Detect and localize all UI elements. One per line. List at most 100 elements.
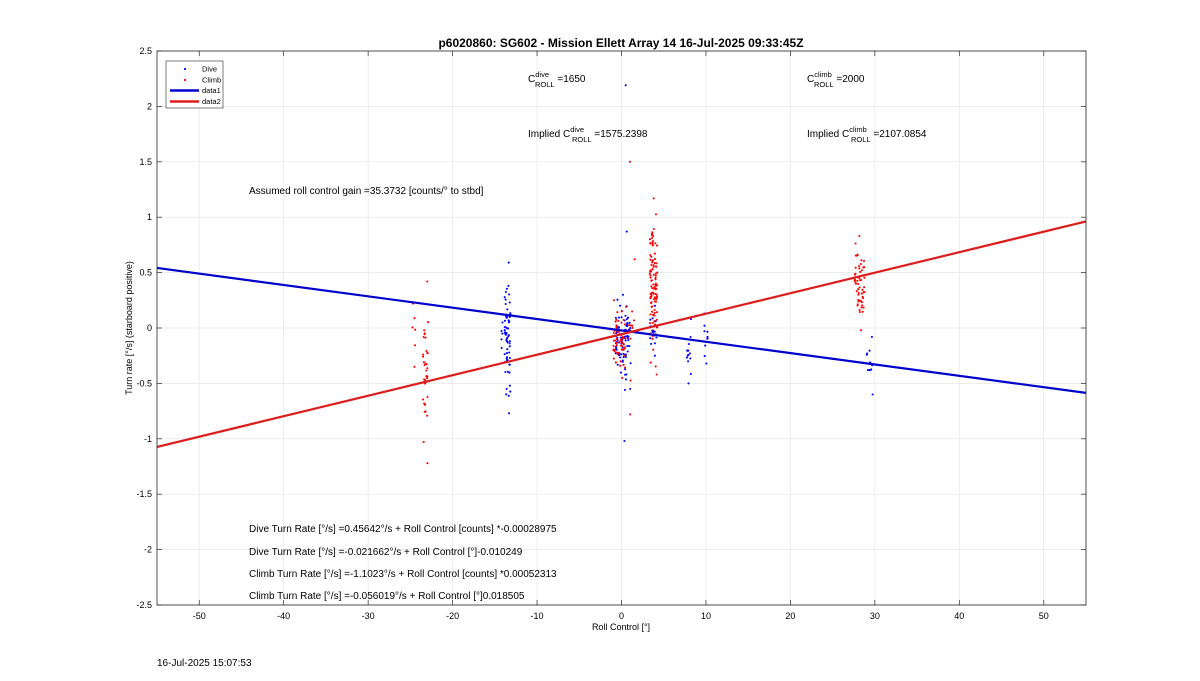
climb-point — [414, 328, 417, 331]
dive-point — [870, 335, 873, 338]
climb-point — [620, 345, 624, 348]
climb-point — [422, 355, 425, 358]
dive-point — [505, 387, 508, 391]
climb-point — [422, 398, 425, 401]
climb-point — [858, 267, 861, 270]
climb-point — [653, 308, 656, 312]
x-tick-label: -40 — [277, 611, 290, 621]
climb-point — [650, 279, 653, 282]
climb-point — [858, 277, 861, 280]
dive-point — [688, 352, 691, 355]
climb-point — [413, 344, 417, 347]
climb-point — [654, 292, 657, 296]
climb-degrees-equation: Climb Turn Rate [°/s] =-0.056019°/s + Ro… — [249, 591, 525, 602]
dive-point — [505, 287, 508, 290]
climb-point — [653, 285, 656, 289]
dive-point — [504, 370, 507, 374]
x-tick-label: 50 — [1039, 611, 1049, 621]
legend-climb-marker — [183, 78, 187, 82]
dive-point — [626, 350, 629, 353]
dive-point — [508, 340, 511, 343]
climb-point — [860, 306, 863, 309]
climb-point — [651, 236, 654, 240]
climb-point — [612, 349, 615, 352]
dive-point — [614, 345, 618, 348]
climb-point — [622, 318, 625, 322]
climb-point — [862, 306, 865, 309]
dive-point — [653, 304, 657, 307]
dive-point — [500, 329, 503, 333]
fit-lines — [156, 220, 1087, 449]
climb-point — [655, 244, 659, 247]
dive-point — [505, 352, 508, 355]
climb-point — [650, 302, 653, 305]
dive-point — [506, 356, 509, 359]
climb-point — [423, 410, 426, 413]
climb-point — [615, 325, 618, 329]
climb-point — [623, 323, 627, 326]
climb-point — [622, 343, 625, 346]
y-tick-label: 2 — [147, 101, 152, 111]
climb-point — [655, 311, 659, 314]
climb-point — [649, 276, 652, 279]
dive-point — [689, 372, 692, 375]
dive-point — [503, 353, 506, 356]
x-tick-label: -50 — [193, 611, 206, 621]
dive-point — [503, 319, 506, 322]
climb-point — [619, 360, 622, 363]
climb-point — [856, 279, 859, 282]
dive-point — [507, 335, 510, 338]
climb-point — [653, 311, 656, 314]
climb-point — [648, 272, 651, 275]
climb-point — [624, 346, 627, 349]
dive-point — [508, 384, 511, 387]
dive-point — [615, 348, 618, 351]
dive-point — [621, 293, 625, 296]
y-axis-ticks: -2.5 -2 -1.5 -1 -0.5 0 0.5 1 1.5 2 2.5 — [136, 46, 1086, 610]
climb-point — [622, 363, 625, 366]
dive-point — [629, 327, 632, 330]
dive-point — [622, 356, 625, 359]
climb-point — [422, 335, 425, 339]
implied-climb-sup: climb — [849, 125, 867, 134]
dive-point — [500, 338, 503, 341]
dive-point — [623, 439, 626, 443]
dive-point — [626, 344, 629, 348]
climb-point — [854, 272, 857, 275]
climb-point — [615, 337, 618, 341]
climb-point — [656, 271, 659, 274]
climb-point — [612, 299, 615, 302]
croll-climb-prefix: C — [807, 74, 814, 85]
climb-point — [653, 261, 656, 265]
climb-point — [426, 395, 429, 399]
climb-point — [861, 288, 864, 291]
dive-point — [705, 362, 708, 365]
dive-point — [508, 342, 511, 345]
climb-point — [862, 259, 866, 262]
dive-point — [654, 320, 657, 323]
legend: Dive Climb data1 data2 — [165, 60, 224, 109]
dive-point — [506, 370, 509, 373]
croll-dive-sub: ROLL — [535, 80, 555, 89]
y-tick-label: -0.5 — [136, 378, 152, 388]
climb-point — [620, 310, 623, 313]
climb-point — [861, 304, 864, 307]
climb-point — [616, 351, 619, 354]
climb-point — [651, 231, 654, 234]
climb-point — [652, 348, 655, 351]
climb-point — [649, 258, 652, 261]
implied-climb-prefix: Implied C — [807, 129, 849, 140]
climb-point — [621, 376, 624, 379]
climb-point — [631, 326, 634, 329]
dive-point — [623, 388, 626, 391]
y-tick-label: 0 — [147, 323, 152, 333]
climb-point — [649, 296, 652, 299]
climb-point — [631, 324, 634, 327]
climb-point — [411, 326, 414, 329]
climb-point — [862, 291, 865, 294]
y-tick-label: -2 — [144, 545, 152, 555]
climb-point — [425, 374, 428, 378]
x-tick-label: -20 — [446, 611, 459, 621]
climb-point — [628, 160, 631, 163]
climb-point — [650, 293, 653, 296]
